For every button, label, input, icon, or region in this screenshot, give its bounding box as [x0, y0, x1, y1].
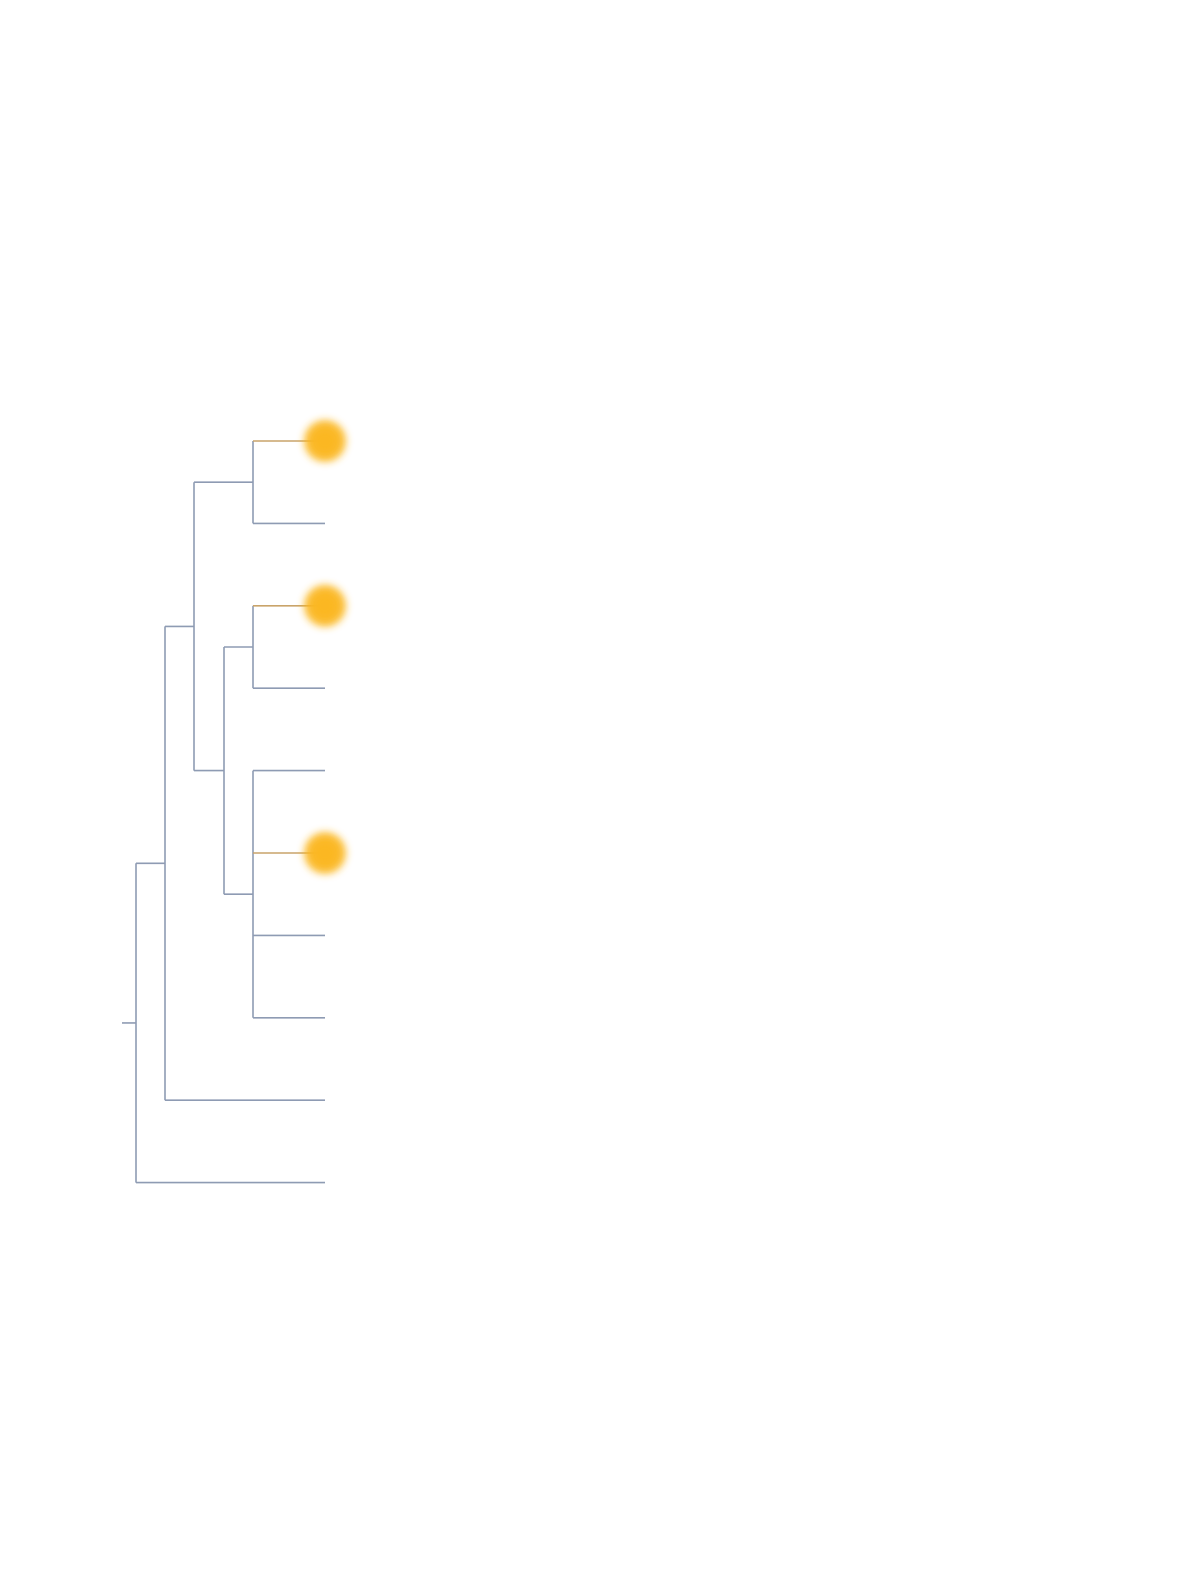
branches-layer [122, 440, 325, 1184]
highlight-marker-core-leaf-1 [310, 426, 340, 456]
highlight-marker-core-leaf-3 [310, 590, 340, 621]
highlight-markers-layer [304, 420, 346, 874]
highlight-marker-core-leaf-6 [310, 838, 340, 868]
